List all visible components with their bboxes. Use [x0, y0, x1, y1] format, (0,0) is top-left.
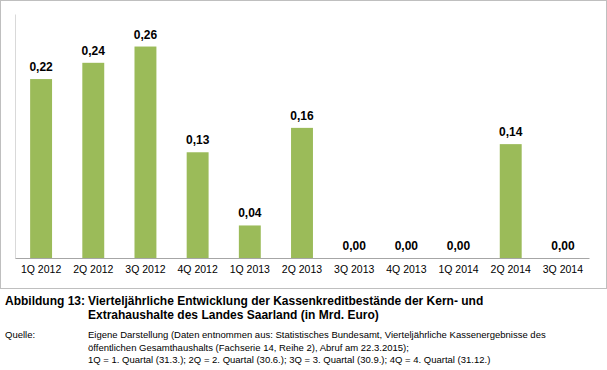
- bars: [30, 47, 522, 258]
- data-label: 0,22: [29, 60, 53, 74]
- x-axis-line: [16, 258, 590, 259]
- title: Vierteljährliche Entwicklung der Kassenk…: [88, 294, 483, 308]
- bar: [395, 258, 417, 259]
- x-tick-label: 4Q 2012: [177, 263, 217, 275]
- data-label: 0,00: [343, 239, 367, 253]
- x-tick-label: 3Q 2013: [334, 263, 374, 275]
- data-label: 0,26: [134, 28, 158, 42]
- x-tick: 2Q 2014: [491, 258, 531, 275]
- chart: 1Q 2012 2Q 2012 3Q 2012 4Q 2012 1Q 2013 2Q 20…: [0, 0, 607, 370]
- x-tick-label: 3Q 2012: [125, 263, 165, 275]
- x-tick: 1Q 2013: [230, 258, 270, 275]
- data-label: 0,00: [551, 239, 575, 253]
- x-tick-label: 4Q 2013: [386, 263, 426, 275]
- x-tick-label: 2Q 2013: [282, 263, 322, 275]
- x-tick: 2Q 2012: [73, 258, 113, 275]
- x-tick: 3Q 2012: [125, 258, 165, 275]
- source-label: Quelle:: [5, 329, 35, 340]
- x-tick: 4Q 2013: [386, 258, 426, 275]
- x-tick: 3Q 2014: [543, 258, 583, 275]
- y-axis-line: [15, 15, 16, 259]
- source: 1Q = 1. Quartal (31.3.); 2Q = 2. Quartal…: [88, 354, 490, 365]
- data-label: 0,16: [290, 109, 314, 123]
- bar: [82, 63, 104, 258]
- x-tick: 1Q 2012: [21, 258, 61, 275]
- data-label: 0,04: [238, 206, 262, 220]
- bar: [30, 79, 52, 258]
- x-tick-label: 2Q 2014: [491, 263, 531, 275]
- x-tick-label: 1Q 2012: [21, 263, 61, 275]
- bar: [239, 225, 261, 258]
- y-axis: [15, 15, 16, 259]
- x-tick-label: 1Q 2013: [230, 263, 270, 275]
- title: Extrahaushalte des Landes Saarland (in M…: [88, 308, 379, 322]
- x-tick: 4Q 2012: [177, 258, 217, 275]
- data-label: 0,00: [395, 239, 419, 253]
- source: Eigene Darstellung (Daten entnommen aus:…: [88, 329, 546, 340]
- bar: [187, 152, 209, 258]
- data-label: 0,24: [82, 44, 106, 58]
- x-tick-label: 3Q 2014: [543, 263, 583, 275]
- data-label: 0,00: [447, 239, 471, 253]
- data-label: 0,13: [186, 133, 210, 147]
- x-tick: 2Q 2013: [282, 258, 322, 275]
- title-label: Abbildung 13:: [5, 294, 85, 308]
- x-tick: 3Q 2013: [334, 258, 374, 275]
- x-tick: 1Q 2014: [438, 258, 478, 275]
- bar: [343, 258, 365, 259]
- bar: [552, 258, 574, 259]
- bar: [500, 144, 522, 258]
- source: öffentlichen Gesamthaushalts (Fachserie …: [88, 342, 409, 353]
- bar: [448, 258, 470, 259]
- bar: [291, 128, 313, 258]
- x-axis: 1Q 2012 2Q 2012 3Q 2012 4Q 2012 1Q 2013 2Q 20…: [16, 258, 590, 275]
- bar: [134, 47, 156, 258]
- data-labels: 0,22 0,24 0,26 0,13 0,04 0,16 0,00 0,00 0,00 0,14…: [29, 28, 574, 253]
- chart-frame: [1, 1, 607, 289]
- x-tick-label: 2Q 2012: [73, 263, 113, 275]
- data-label: 0,14: [499, 125, 523, 139]
- x-tick-label: 1Q 2014: [438, 263, 478, 275]
